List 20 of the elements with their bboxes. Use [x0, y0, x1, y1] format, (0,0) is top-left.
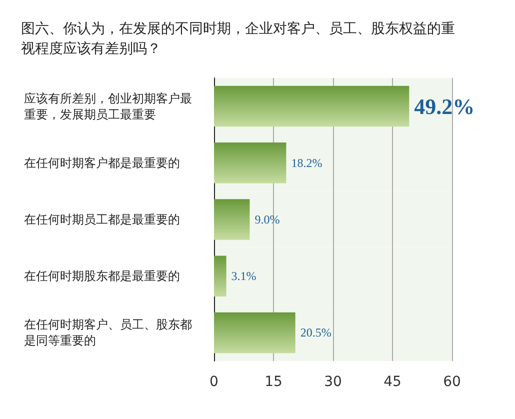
x-tick-label: 60 [443, 374, 461, 390]
bar [214, 256, 226, 296]
bar [214, 199, 250, 240]
x-tick-label: 15 [264, 374, 282, 390]
x-tick-label: 45 [384, 374, 402, 390]
x-tick-label: 0 [210, 374, 218, 390]
y-tick-label: 在任何时期客户、员工、股东都是同等重要的 [24, 318, 192, 348]
y-tick-label: 在任何时期客户都是最重要的 [24, 156, 180, 170]
data-label: 3.1% [231, 269, 256, 284]
bar [214, 142, 286, 184]
y-tick-label: 在任何时期股东都是最重要的 [24, 269, 180, 284]
chart-title: 图六、你认为，在发展的不同时期，企业对客户、员工、股东权益的重视程度应该有差别吗？ [21, 21, 455, 57]
x-tick-label: 30 [324, 374, 342, 390]
y-tick-label: 在任何时期员工都是最重要的 [24, 212, 180, 226]
y-tick-label: 应该有所差别，创业初期客户最重要，发展期员工最重要 [24, 91, 192, 122]
data-label: 18.2% [291, 156, 322, 170]
data-label: 20.5% [300, 326, 332, 340]
bar [214, 312, 296, 354]
data-label: 49.2% [414, 94, 475, 119]
data-label: 9.0% [254, 212, 280, 226]
